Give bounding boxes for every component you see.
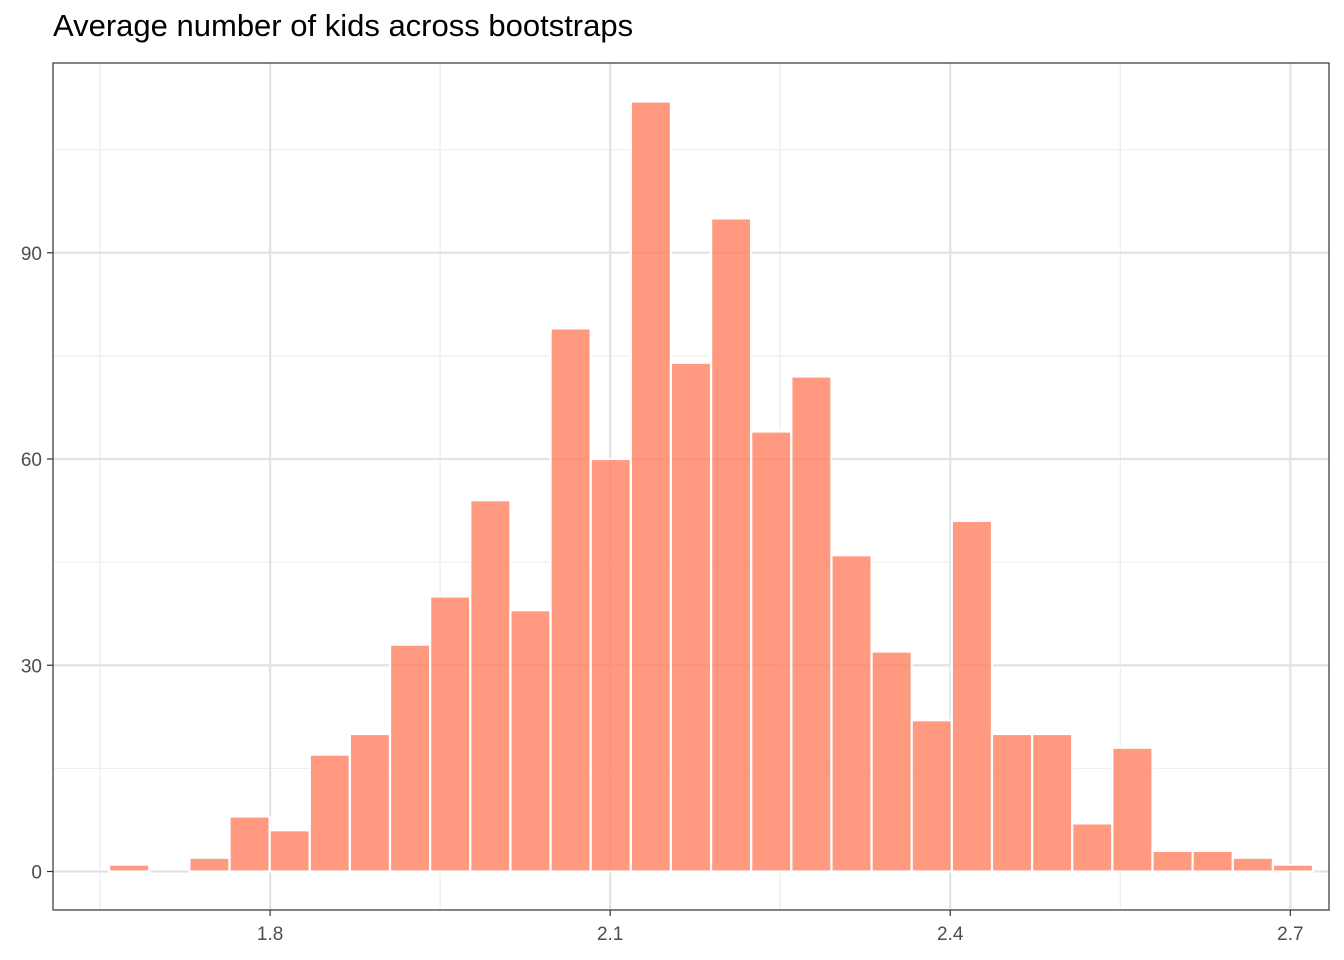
y-tick-label: 60 bbox=[21, 450, 42, 471]
histogram-bar-16 bbox=[709, 217, 753, 873]
y-tick-label: 0 bbox=[31, 863, 42, 884]
histogram-bar-17 bbox=[750, 430, 793, 873]
y-tick-label: 90 bbox=[21, 244, 42, 265]
histogram-bar-24 bbox=[1031, 732, 1074, 873]
x-tick-label: 1.8 bbox=[257, 924, 283, 945]
histogram-bar-19 bbox=[830, 554, 873, 873]
chart-title: Average number of kids across bootstraps bbox=[53, 8, 634, 43]
histogram-bar-18 bbox=[790, 375, 833, 873]
histogram-bar-20 bbox=[870, 650, 913, 873]
histogram-bar-25 bbox=[1071, 822, 1114, 873]
histogram-bars bbox=[108, 100, 1315, 873]
histogram-bar-21 bbox=[910, 719, 953, 873]
histogram-bar-9 bbox=[429, 595, 472, 873]
x-tick-label: 2.1 bbox=[597, 924, 623, 945]
histogram-bar-14 bbox=[629, 100, 673, 873]
histogram-bar-8 bbox=[388, 643, 432, 873]
histogram-bar-3 bbox=[188, 856, 231, 873]
histogram-bar-13 bbox=[589, 457, 632, 873]
histogram-bar-5 bbox=[268, 829, 311, 873]
histogram-bar-23 bbox=[990, 732, 1034, 873]
x-axis: 1.8 2.1 2.4 2.7 bbox=[257, 910, 1304, 945]
histogram-bar-11 bbox=[509, 609, 552, 873]
histogram-bar-22 bbox=[950, 519, 994, 873]
histogram-bar-7 bbox=[348, 732, 392, 873]
x-tick-label: 2.7 bbox=[1277, 924, 1303, 945]
histogram-bar-12 bbox=[549, 327, 592, 873]
histogram-bar-29 bbox=[1231, 856, 1274, 873]
histogram-bar-27 bbox=[1151, 849, 1194, 873]
y-tick-label: 30 bbox=[21, 656, 42, 677]
histogram-bar-26 bbox=[1111, 746, 1154, 873]
histogram-bar-4 bbox=[228, 815, 271, 873]
histogram-bar-6 bbox=[308, 753, 351, 873]
y-axis: 0 30 60 90 bbox=[21, 244, 53, 884]
histogram-bar-30 bbox=[1271, 863, 1315, 873]
x-tick-label: 2.4 bbox=[937, 924, 964, 945]
histogram-bar-1 bbox=[108, 863, 151, 873]
panel-border bbox=[52, 62, 1330, 911]
histogram-bar-28 bbox=[1191, 849, 1234, 873]
histogram-bar-15 bbox=[669, 361, 713, 873]
histogram-bar-10 bbox=[469, 499, 512, 873]
